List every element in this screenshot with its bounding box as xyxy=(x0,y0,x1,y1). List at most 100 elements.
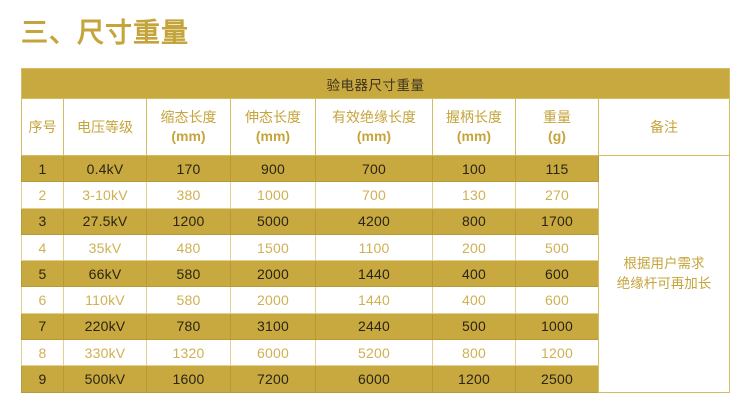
column-header-0: 序号 xyxy=(21,98,64,156)
column-header-unit: (mm) xyxy=(255,128,291,144)
column-header-label: 缩态长度 xyxy=(160,109,217,125)
table-row: 6 110kV 580 2000 1440 400 600 xyxy=(21,286,730,314)
column-header-label: 序号 xyxy=(28,118,57,135)
cell-extended: 6000 xyxy=(230,339,316,367)
cell-handle: 1200 xyxy=(432,365,516,393)
cell-extended: 2000 xyxy=(230,260,316,288)
table-row: 4 35kV 480 1500 1100 200 500 xyxy=(21,233,730,262)
table-row: 1 0.4kV 170 900 700 100 115 根据用户需求 绝缘杆可再加长 xyxy=(21,154,730,393)
table-row: 8 330kV 1320 6000 5200 800 1200 xyxy=(21,339,730,367)
cell-retracted: 1200 xyxy=(146,207,231,235)
remark-line: 根据用户需求 xyxy=(623,255,705,271)
cell-insulation: 6000 xyxy=(315,365,433,393)
column-header-3: 伸态长度 (mm) xyxy=(230,98,316,156)
cell-retracted: 480 xyxy=(146,233,231,262)
cell-extended: 900 xyxy=(230,154,316,183)
cell-insulation: 4200 xyxy=(315,207,433,235)
cell-insulation: 1440 xyxy=(315,286,433,314)
table-header-row: 序号 电压等级 缩态长度 (mm) 伸态长度 (mm) 有效绝缘长度 (mm) 握柄长度 (mm)… xyxy=(21,98,730,156)
cell-handle: 130 xyxy=(432,181,516,209)
cell-extended: 3100 xyxy=(230,312,316,341)
cell-no: 4 xyxy=(21,233,64,262)
remark-cell: 根据用户需求 绝缘杆可再加长 xyxy=(598,155,730,393)
cell-weight: 600 xyxy=(515,260,599,288)
cell-insulation: 700 xyxy=(315,154,433,183)
column-header-1: 电压等级 xyxy=(63,98,147,156)
column-header-2: 缩态长度 (mm) xyxy=(146,98,231,156)
column-header-label: 伸态长度 xyxy=(245,109,301,125)
column-header-unit: (mm) xyxy=(456,128,492,144)
spec-table-container: 验电器尺寸重量序号 电压等级 缩态长度 (mm) 伸态长度 (mm) 有效绝缘长度 (mm) 握… xyxy=(21,68,730,393)
table-row: 2 3-10kV 380 1000 700 130 270 xyxy=(21,181,730,209)
cell-handle: 800 xyxy=(432,207,516,235)
cell-no: 2 xyxy=(21,181,64,209)
cell-no: 5 xyxy=(21,260,64,288)
cell-weight: 500 xyxy=(515,233,599,262)
cell-retracted: 780 xyxy=(146,312,231,341)
cell-weight: 115 xyxy=(515,154,599,183)
table-caption-row: 验电器尺寸重量 xyxy=(21,68,730,99)
dimension-weight-table: 验电器尺寸重量序号 电压等级 缩态长度 (mm) 伸态长度 (mm) 有效绝缘长度 (mm) 握… xyxy=(21,68,730,393)
cell-extended: 2000 xyxy=(230,286,316,314)
column-header-unit: (mm) xyxy=(171,128,206,144)
cell-extended: 7200 xyxy=(230,365,316,393)
column-header-label: 重量 xyxy=(543,109,571,125)
column-header-6: 重量 (g) xyxy=(515,98,599,156)
column-header-label: 有效绝缘长度 xyxy=(332,109,416,125)
column-header-unit: (g) xyxy=(548,128,566,144)
cell-handle: 100 xyxy=(432,154,516,183)
cell-handle: 800 xyxy=(432,339,516,367)
cell-handle: 200 xyxy=(432,233,516,262)
cell-insulation: 700 xyxy=(315,181,433,209)
cell-retracted: 380 xyxy=(146,181,231,209)
cell-weight: 1000 xyxy=(515,312,599,341)
cell-retracted: 1320 xyxy=(146,339,231,367)
cell-weight: 600 xyxy=(515,286,599,314)
column-header-label: 电压等级 xyxy=(77,118,133,135)
table-row: 7 220kV 780 3100 2440 500 1000 xyxy=(21,312,730,341)
column-header-unit: (mm) xyxy=(356,128,392,144)
table-row: 3 27.5kV 1200 5000 4200 800 1700 xyxy=(21,207,730,235)
cell-no: 6 xyxy=(21,286,64,314)
cell-extended: 5000 xyxy=(230,207,316,235)
cell-insulation: 1440 xyxy=(315,260,433,288)
cell-handle: 400 xyxy=(432,286,516,314)
cell-weight: 2500 xyxy=(515,365,599,393)
cell-voltage: 27.5kV xyxy=(63,207,147,235)
column-header-4: 有效绝缘长度 (mm) xyxy=(315,98,433,156)
cell-no: 8 xyxy=(21,339,64,367)
table-row: 5 66kV 580 2000 1440 400 600 xyxy=(21,260,730,288)
cell-voltage: 500kV xyxy=(63,365,147,393)
cell-no: 1 xyxy=(21,154,64,183)
cell-retracted: 580 xyxy=(146,286,231,314)
cell-weight: 1200 xyxy=(515,339,599,367)
cell-voltage: 110kV xyxy=(63,286,147,314)
column-header-label: 备注 xyxy=(650,118,678,135)
cell-extended: 1500 xyxy=(230,233,316,262)
cell-retracted: 580 xyxy=(146,260,231,288)
cell-extended: 1000 xyxy=(230,181,316,209)
cell-handle: 400 xyxy=(432,260,516,288)
remark-line: 绝缘杆可再加长 xyxy=(616,275,712,291)
cell-no: 7 xyxy=(21,312,64,341)
cell-retracted: 1600 xyxy=(146,365,231,393)
table-caption: 验电器尺寸重量 xyxy=(21,68,730,99)
cell-weight: 270 xyxy=(515,181,599,209)
cell-no: 3 xyxy=(21,207,64,235)
cell-insulation: 5200 xyxy=(315,339,433,367)
cell-weight: 1700 xyxy=(515,207,599,235)
cell-insulation: 2440 xyxy=(315,312,433,341)
cell-voltage: 220kV xyxy=(63,312,147,341)
table-row: 9 500kV 1600 7200 6000 1200 2500 xyxy=(21,365,730,393)
cell-voltage: 35kV xyxy=(63,233,147,262)
page-title: 三、尺寸重量 xyxy=(21,18,189,48)
cell-no: 9 xyxy=(21,365,64,393)
cell-voltage: 3-10kV xyxy=(63,181,147,209)
column-header-label: 握柄长度 xyxy=(446,109,502,125)
cell-voltage: 330kV xyxy=(63,339,147,367)
cell-handle: 500 xyxy=(432,312,516,341)
cell-voltage: 66kV xyxy=(63,260,147,288)
cell-insulation: 1100 xyxy=(315,233,433,262)
cell-retracted: 170 xyxy=(146,154,231,183)
